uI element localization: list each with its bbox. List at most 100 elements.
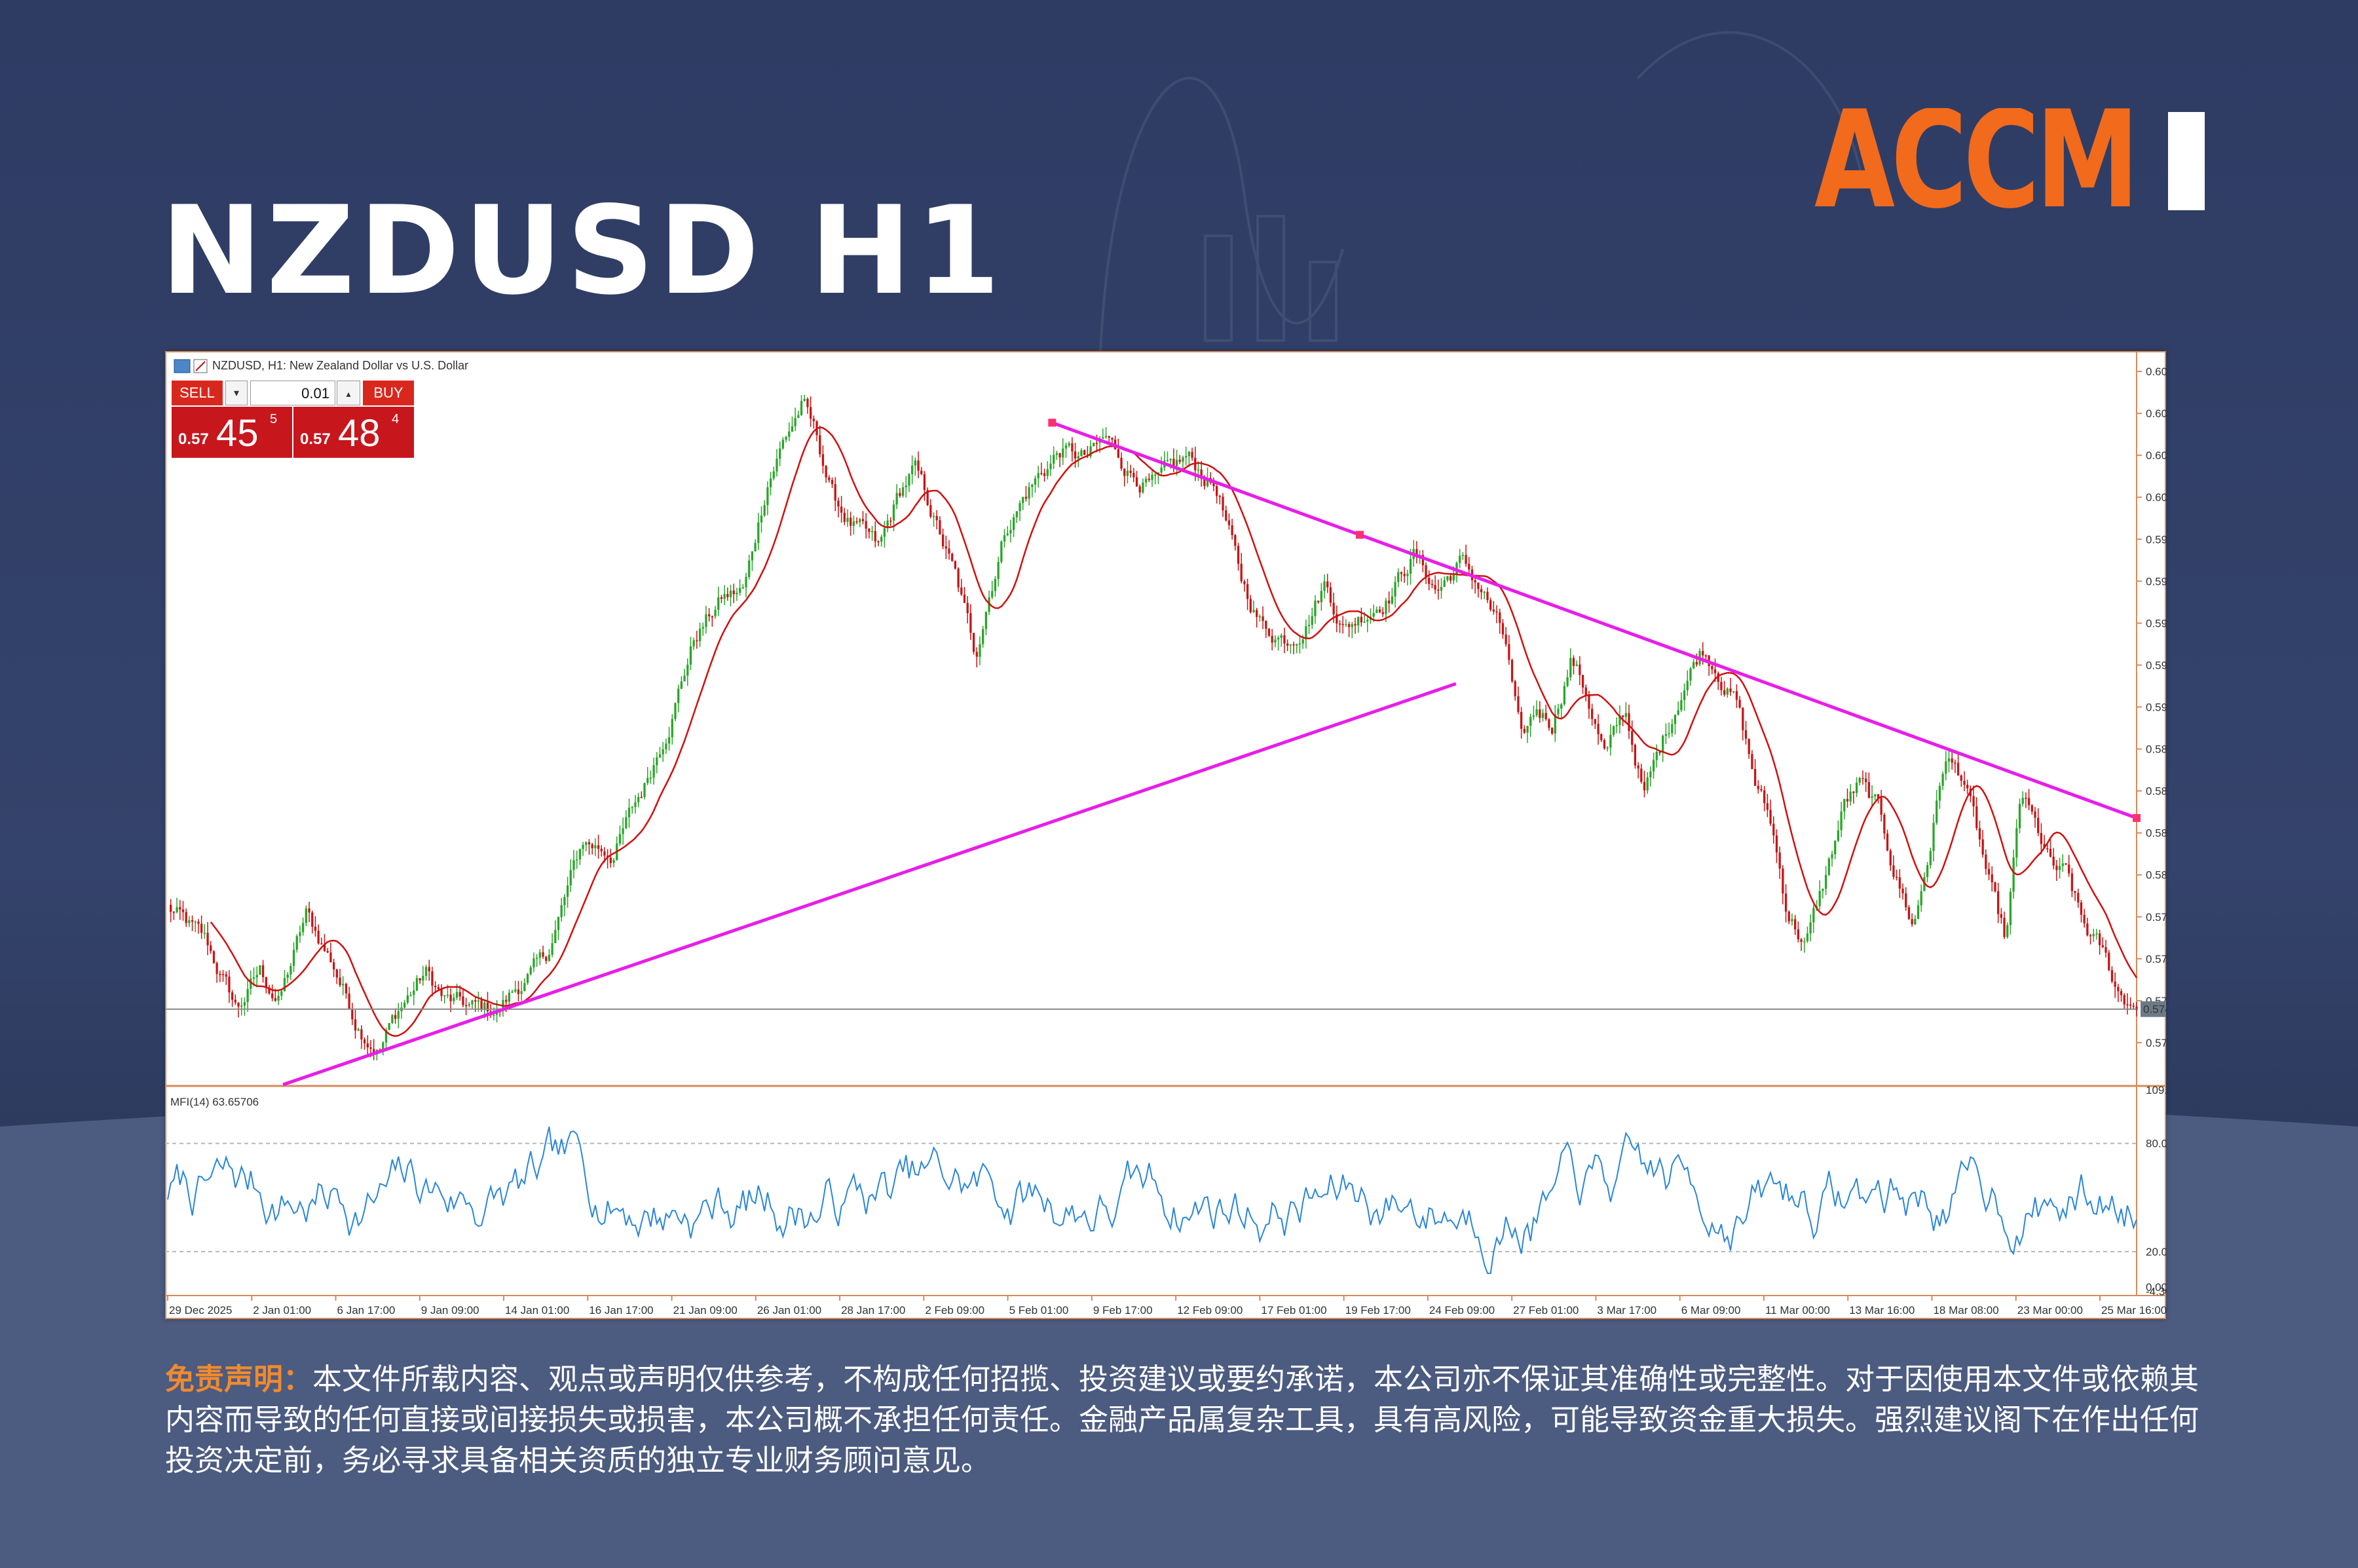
candle [1563,681,1566,706]
x-tick-label: 12 Feb 09:00 [1177,1304,1243,1316]
candle [883,521,886,548]
candle [1772,816,1775,844]
candle [1671,719,1674,737]
candle-body [966,603,969,614]
candle [308,901,310,923]
candle-body [1363,622,1366,623]
candle-body [1015,511,1018,517]
price-chart[interactable]: 0.60875 0.60650 0.60425 0.60200 0.59975 0.597… [165,351,2166,1319]
candle-body [1840,811,1843,831]
candle-body [511,991,514,993]
candle-body [1738,700,1741,708]
candle-body [766,487,769,506]
candle-body [800,401,803,415]
candle [1852,791,1855,804]
candle-body [680,681,683,689]
candle-body [1360,616,1363,623]
x-tick-label: 13 Mar 16:00 [1849,1304,1915,1316]
candle-body [2132,1005,2135,1007]
candle [252,967,255,986]
candle-body [683,675,686,682]
candle-body [714,610,717,617]
trendline [282,682,1457,1087]
candle [1037,466,1039,488]
y-tick-label: 0.58625 [2146,785,2166,798]
candle [945,535,947,559]
candle-body [453,998,455,1001]
candle-body [493,1015,495,1016]
sell-button[interactable]: SELL [172,381,223,405]
candle-body [1575,664,1578,666]
candle-body [1172,458,1175,466]
candle [1683,683,1686,711]
candle-body [2034,812,2036,818]
candle-body [1791,919,1793,922]
mfi-plot: 109.67552 80.00000 20.00000 -4.308280.00000 [165,1084,2166,1298]
candle [972,633,975,655]
candle-body [748,560,751,577]
candle-body [1938,785,1941,801]
candle [889,517,892,527]
candle-body [582,844,584,849]
candle [2027,789,2030,810]
lot-increase-button[interactable]: ▴ [337,381,360,405]
lot-dropdown-button[interactable]: ▾ [225,381,248,405]
candle [741,584,744,589]
candle [191,915,194,931]
candle-body [545,956,548,961]
candle [1040,462,1043,476]
candle [1849,784,1852,806]
candle-body [910,465,914,474]
buy-price-box[interactable]: 0.57 48 4 [293,407,414,458]
candle-body [1227,520,1231,525]
logo-text: ACCM [1814,108,2135,213]
candle-body [302,923,305,933]
candle-body [963,594,966,603]
mfi-label: MFI(14) 63.65706 [170,1096,259,1108]
mfi-y-label: 0.00000 [2146,1281,2166,1294]
candle [342,976,345,996]
candle [2052,848,2055,870]
candle [1987,862,1991,880]
candle-body [259,965,261,975]
lot-size-input[interactable]: 0.01 [250,381,335,405]
candle-body [1409,559,1412,574]
candle [1972,785,1975,817]
candle-body [290,965,292,975]
candle [210,941,212,954]
candle-body [415,978,419,991]
candle-body [1572,658,1575,666]
candle-body [1689,668,1692,681]
candle [228,970,231,1003]
candle-body [1243,581,1246,584]
candle-body [2065,863,2067,865]
candle [714,606,717,619]
candle [2061,854,2064,872]
x-tick-label: 14 Jan 01:00 [505,1304,569,1316]
candle-body [1978,828,1981,840]
candle [1394,576,1396,608]
candle [295,934,298,953]
buy-button[interactable]: BUY [363,381,414,405]
candle-body [1674,715,1677,724]
candle [1535,700,1538,717]
sell-price-box[interactable]: 0.57 45 5 [172,407,292,458]
candle [1006,526,1009,536]
candle-body [781,439,785,449]
candle [1784,884,1787,923]
candle [1763,786,1766,812]
chart-window[interactable]: 0.60875 0.60650 0.60425 0.60200 0.59975 0.597… [165,351,2166,1319]
candle [870,525,874,541]
candle [1738,696,1741,709]
candle [563,894,566,916]
y-tick-label: 0.59300 [2146,659,2166,671]
sell-price-pips: 45 [216,412,259,455]
candle [1532,705,1535,720]
candle-body [1440,587,1443,591]
x-tick-label: 25 Mar 16:00 [2101,1304,2166,1316]
candle [698,622,702,647]
candle [2080,899,2083,923]
candle-body [686,664,689,676]
candle-body [1664,734,1668,736]
chart-description: New Zealand Dollar vs U.S. Dollar [290,359,468,372]
